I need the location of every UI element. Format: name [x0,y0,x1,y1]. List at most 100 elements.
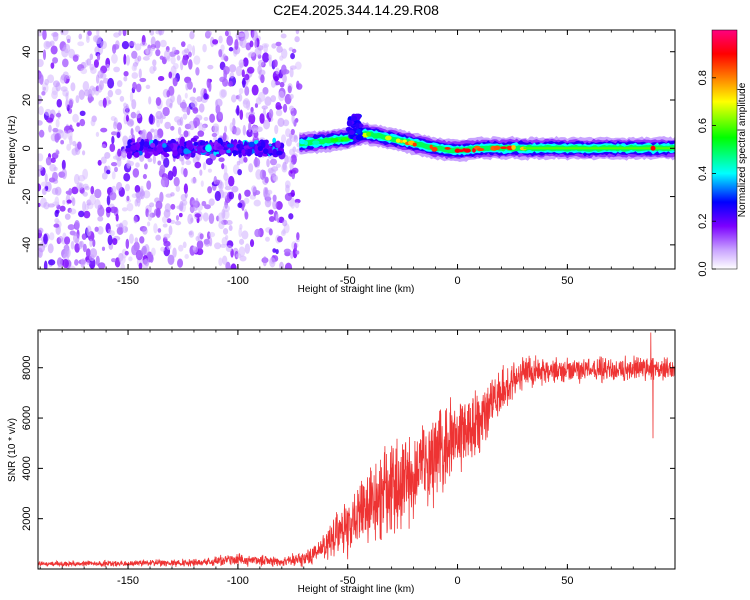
noise-blob [97,84,103,93]
ridge-hotspot [341,137,350,141]
noise-blob [208,213,215,225]
noise-blob [190,217,194,223]
noise-blob [78,241,83,250]
noise-blob [159,191,164,203]
noise-blob [293,135,299,143]
plume-blob [356,128,362,135]
noise-blob [107,89,114,98]
noise-blob [135,125,141,133]
noise-blob [220,44,225,52]
band-blob [275,150,283,156]
noise-blob [170,219,176,225]
noise-blob [228,175,235,187]
noise-blob [78,33,83,40]
noise-blob [150,247,156,257]
noise-blob [294,36,300,43]
noise-blob [115,88,122,96]
noise-blob [72,54,79,62]
noise-blob [249,40,254,48]
noise-blob [262,170,267,179]
noise-blob [280,263,284,269]
noise-blob [214,179,221,185]
noise-blob [199,233,204,240]
band-blob [246,148,252,157]
noise-blob [190,100,198,109]
noise-blob [131,50,138,59]
noise-blob [218,49,223,58]
noise-blob [214,190,221,202]
noise-blob [282,228,286,235]
noise-blob [171,46,177,54]
noise-blob [289,161,294,171]
noise-blob [149,30,155,36]
noise-blob [274,80,281,86]
noise-blob [273,59,278,68]
noise-blob [95,255,100,267]
noise-blob [98,262,106,269]
noise-blob [110,161,118,167]
noise-blob [94,188,102,199]
noise-blob [100,127,108,133]
snr-ytick-label: 8000 [21,355,33,379]
noise-blob [62,200,66,205]
noise-blob [282,74,287,83]
noise-blob [153,128,158,139]
noise-blob [101,246,106,251]
noise-blob [226,35,234,46]
noise-blob [225,245,233,252]
noise-blob [290,250,294,259]
noise-blob [111,185,117,194]
band-blob [183,148,189,155]
noise-blob [255,169,263,180]
noise-blob [200,180,204,187]
noise-blob [248,51,256,57]
noise-blob [149,202,155,208]
noise-blob [267,54,272,60]
noise-blob [237,202,243,208]
noise-blob [224,30,229,37]
noise-blob [94,198,101,210]
noise-blob [131,99,137,110]
noise-blob [86,225,92,237]
noise-blob [48,259,56,266]
band-blob [127,139,133,148]
noise-blob [201,200,207,207]
noise-blob [204,204,211,210]
noise-blob [169,102,173,109]
noise-blob [221,237,228,246]
noise-blob [294,61,302,70]
noise-blob [197,130,205,137]
noise-blob [139,41,148,47]
noise-blob [49,232,55,241]
noise-blob [38,129,45,138]
noise-blob [64,213,71,220]
noise-blob [46,117,54,123]
noise-blob [68,48,76,59]
noise-blob [254,47,262,57]
noise-blob [49,40,55,47]
noise-blob [131,72,139,79]
noise-blob [258,91,266,102]
noise-blob [50,62,55,69]
noise-blob [207,186,213,194]
noise-blob [272,248,277,253]
noise-blob [111,44,117,54]
noise-blob [89,53,94,61]
noise-blob [290,128,295,136]
noise-blob [78,89,85,100]
noise-blob [183,183,188,194]
noise-blob [281,163,288,173]
noise-blob [192,107,199,114]
noise-blob [272,199,278,210]
colorbar-tick-label: 0.4 [697,166,709,181]
noise-blob [193,117,201,127]
noise-blob [116,181,123,192]
noise-blob [167,254,175,266]
noise-blob [264,176,269,184]
noise-blob [268,108,274,119]
band-blob [144,152,151,159]
ridge-hotspot [402,139,407,143]
noise-blob [140,247,146,255]
noise-blob [161,216,168,224]
noise-blob [168,225,173,236]
